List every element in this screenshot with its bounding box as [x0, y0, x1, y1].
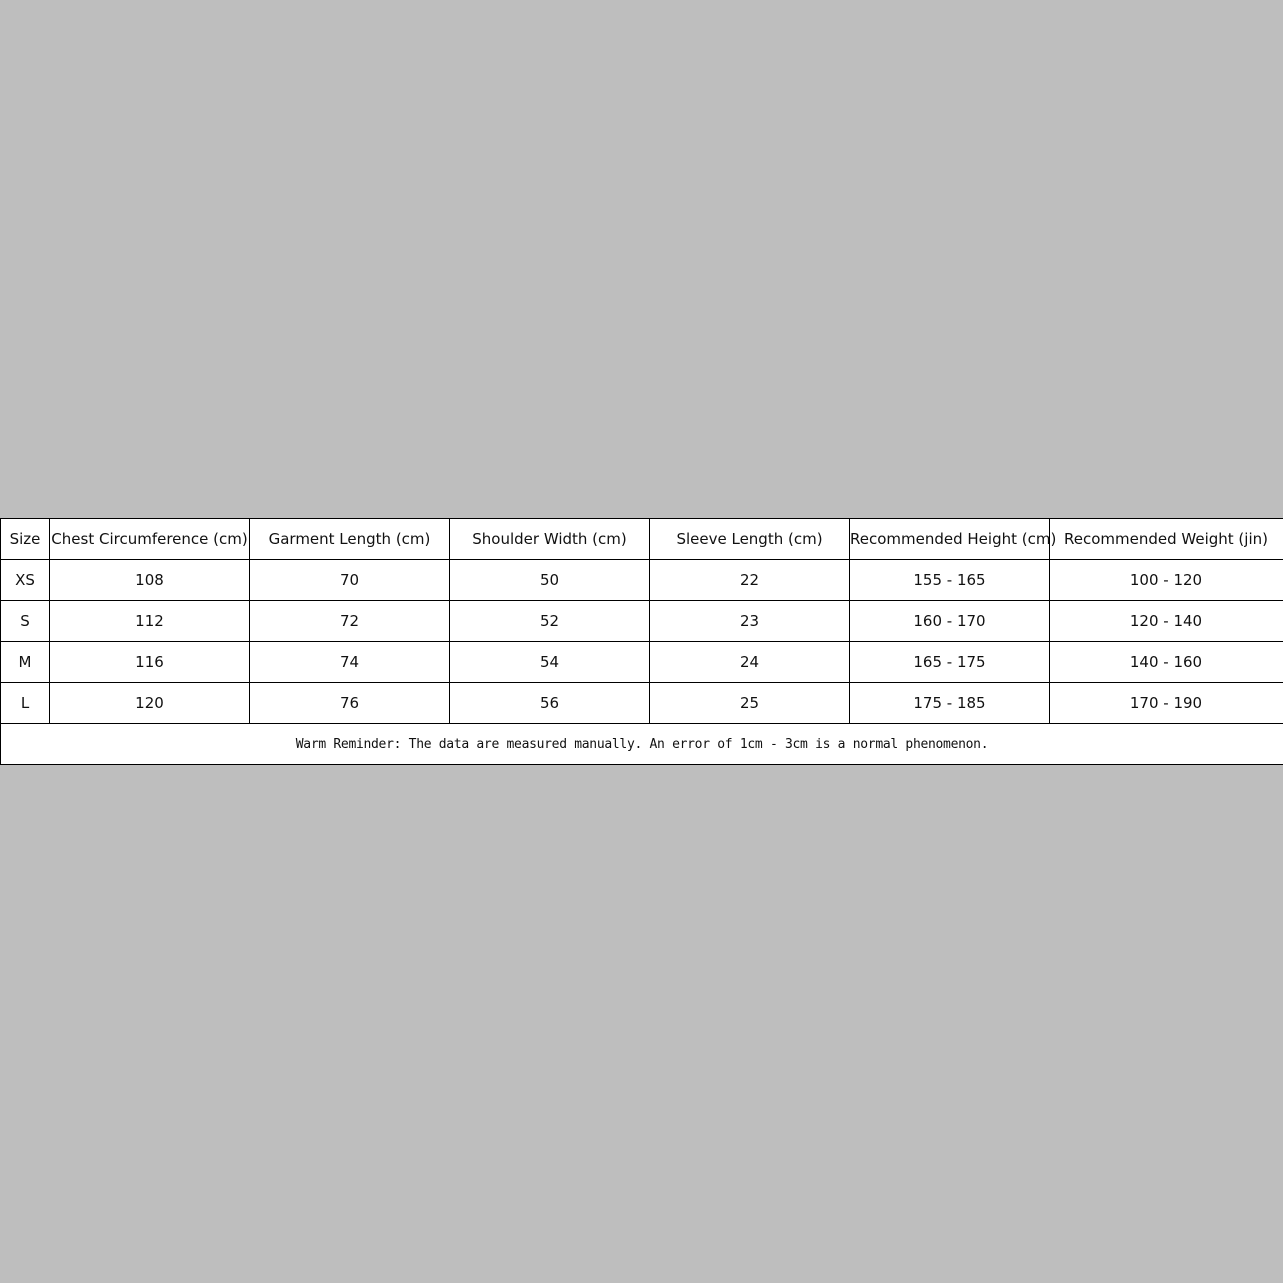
header-garment-length: Garment Length (cm): [249, 518, 450, 560]
table-cell: 160 - 170: [849, 600, 1050, 642]
table-cell: 165 - 175: [849, 641, 1050, 683]
table-cell: M: [0, 641, 50, 683]
table-cell: 175 - 185: [849, 682, 1050, 724]
table-cell: 52: [449, 600, 650, 642]
table-cell: XS: [0, 559, 50, 601]
table-cell: 70: [249, 559, 450, 601]
table-cell: 76: [249, 682, 450, 724]
table-cell: 72: [249, 600, 450, 642]
table-cell: 170 - 190: [1049, 682, 1283, 724]
table-cell: L: [0, 682, 50, 724]
table-cell: 25: [649, 682, 850, 724]
table-row: L 120 76 56 25 175 - 185 170 - 190: [0, 682, 1283, 724]
table-cell: 108: [49, 559, 250, 601]
table-cell: 54: [449, 641, 650, 683]
table-cell: S: [0, 600, 50, 642]
table-cell: 140 - 160: [1049, 641, 1283, 683]
table-cell: 23: [649, 600, 850, 642]
header-sleeve-length: Sleeve Length (cm): [649, 518, 850, 560]
table-cell: 112: [49, 600, 250, 642]
table-row: M 116 74 54 24 165 - 175 140 - 160: [0, 641, 1283, 683]
table-cell: 24: [649, 641, 850, 683]
header-shoulder-width: Shoulder Width (cm): [449, 518, 650, 560]
header-size: Size: [0, 518, 50, 560]
header-recommended-height: Recommended Height (cm): [849, 518, 1056, 560]
table-cell: 22: [649, 559, 850, 601]
table-cell: 100 - 120: [1049, 559, 1283, 601]
table-cell: 155 - 165: [849, 559, 1050, 601]
table-cell: 74: [249, 641, 450, 683]
table-row: XS 108 70 50 22 155 - 165 100 - 120: [0, 559, 1283, 601]
header-recommended-weight: Recommended Weight (jin): [1049, 518, 1283, 560]
table-cell: 120: [49, 682, 250, 724]
table-cell: 56: [449, 682, 650, 724]
size-chart-table: Size Chest Circumference (cm) Garment Le…: [0, 518, 1283, 765]
table-cell: 50: [449, 559, 650, 601]
table-cell: 116: [49, 641, 250, 683]
header-chest: Chest Circumference (cm): [49, 518, 250, 560]
warm-reminder-note: Warm Reminder: The data are measured man…: [0, 723, 1283, 765]
header-row: Size Chest Circumference (cm) Garment Le…: [0, 518, 1283, 560]
note-row: Warm Reminder: The data are measured man…: [0, 723, 1283, 765]
table-cell: 120 - 140: [1049, 600, 1283, 642]
table-row: S 112 72 52 23 160 - 170 120 - 140: [0, 600, 1283, 642]
